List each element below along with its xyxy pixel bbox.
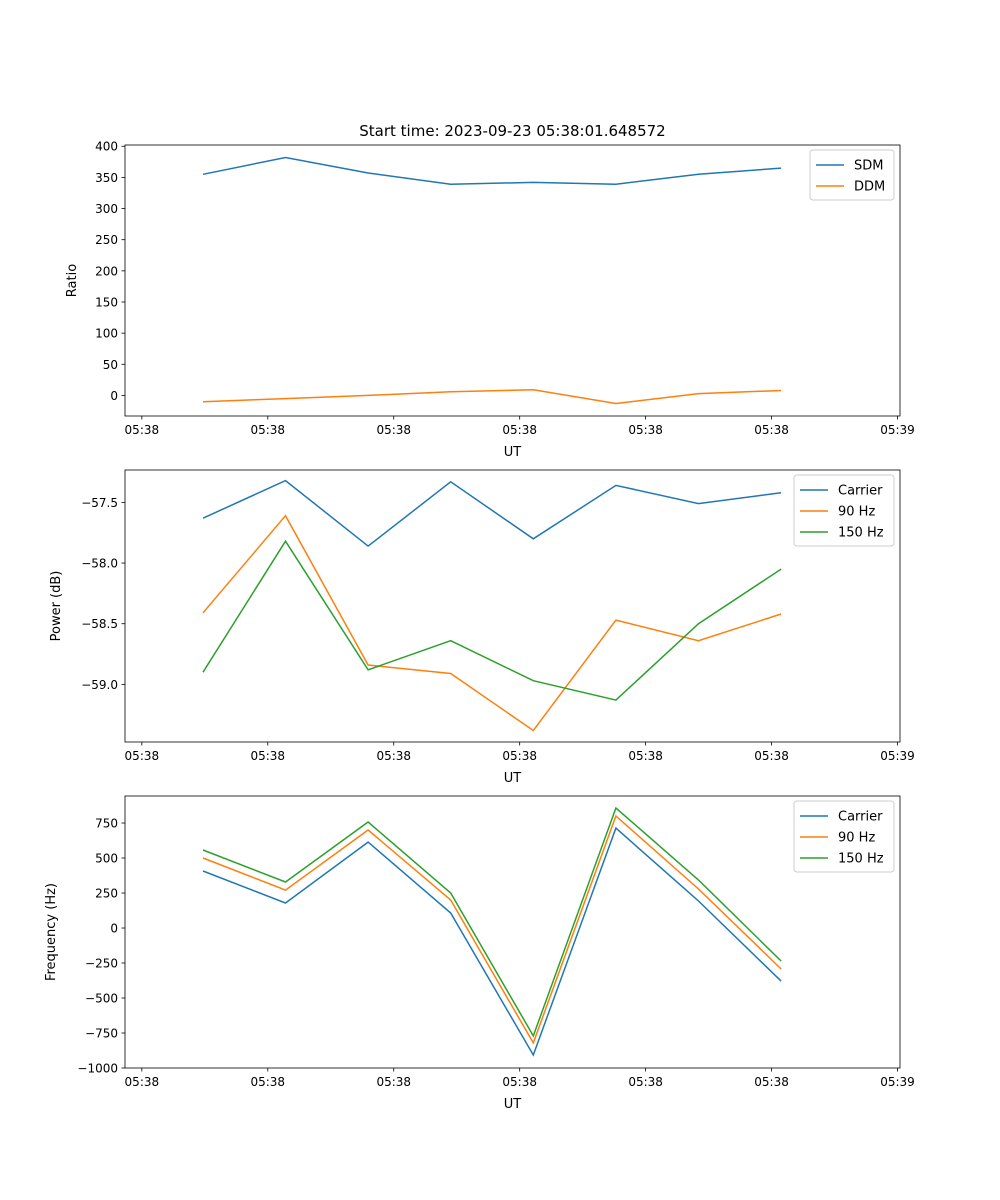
x-tick-label: 05:39 xyxy=(880,749,915,763)
x-tick-label: 05:38 xyxy=(250,1075,285,1089)
x-tick-label: 05:38 xyxy=(754,423,789,437)
x-tick-label: 05:38 xyxy=(250,423,285,437)
y-tick-label: 0 xyxy=(110,389,118,403)
legend-box xyxy=(793,800,895,873)
x-tick-label: 05:38 xyxy=(376,1075,411,1089)
legend-label: Carrier xyxy=(838,810,883,825)
x-tick-label: 05:38 xyxy=(628,423,663,437)
x-tick-label: 05:38 xyxy=(502,1075,537,1089)
y-axis-label: Frequency (Hz) xyxy=(44,883,59,981)
legend-label: SDM xyxy=(854,159,883,174)
y-tick-label: −58.5 xyxy=(81,617,118,631)
subplot-2: 05:38 05:38 05:38 05:38 05:38 05:38 05:39 UT −57… xyxy=(49,469,915,786)
axes-frame xyxy=(124,469,901,743)
y-tick-label: −1000 xyxy=(77,1062,118,1076)
y-tick-label: 300 xyxy=(95,202,118,216)
legend-label: 90 Hz xyxy=(838,505,875,520)
y-tick-label: −59.0 xyxy=(81,678,118,692)
y-tick-label: −500 xyxy=(85,992,118,1006)
x-tick-label: 05:38 xyxy=(125,1075,160,1089)
y-tick-label: 150 xyxy=(95,295,118,309)
x-tick-label: 05:38 xyxy=(628,1075,663,1089)
subplot-3: 05:38 05:38 05:38 05:38 05:38 05:38 05:39 UT 750… xyxy=(44,795,915,1112)
x-tick-label: 05:38 xyxy=(502,749,537,763)
x-axis-label: UT xyxy=(504,1097,522,1112)
x-tick-label: 05:38 xyxy=(628,749,663,763)
y-tick-label: −57.5 xyxy=(81,496,118,510)
x-tick-label: 05:38 xyxy=(754,749,789,763)
x-tick-label: 05:39 xyxy=(880,1075,915,1089)
y-tick-label: 250 xyxy=(95,887,118,901)
y-tick-label: 350 xyxy=(95,171,118,185)
chart-title: Start time: 2023-09-23 05:38:01.648572 xyxy=(359,122,665,140)
legend: SDM DDM xyxy=(809,149,895,201)
x-tick-label: 05:38 xyxy=(125,423,160,437)
x-tick-label: 05:38 xyxy=(376,749,411,763)
x-tick-label: 05:38 xyxy=(250,749,285,763)
axes-frame xyxy=(124,144,901,417)
y-tick-label: 400 xyxy=(95,140,118,154)
subplot-1: Start time: 2023-09-23 05:38:01.64857205… xyxy=(65,122,915,460)
x-axis-label: UT xyxy=(504,771,522,786)
legend-label: Carrier xyxy=(838,484,883,499)
series-line-ddm xyxy=(202,389,782,405)
y-tick-label: 250 xyxy=(95,233,118,247)
y-tick-label: −58.0 xyxy=(81,557,118,571)
series-line-carrier xyxy=(202,826,782,1057)
series-line-150-hz xyxy=(202,806,782,1038)
y-tick-label: 500 xyxy=(95,852,118,866)
series-line-sdm xyxy=(202,156,782,185)
x-tick-label: 05:38 xyxy=(754,1075,789,1089)
y-tick-label: 100 xyxy=(95,327,118,341)
x-tick-label: 05:39 xyxy=(880,423,915,437)
x-axis-label: UT xyxy=(504,445,522,460)
legend-box xyxy=(809,149,895,201)
y-tick-label: 200 xyxy=(95,264,118,278)
y-axis-label: Power (dB) xyxy=(49,571,64,642)
y-tick-label: −750 xyxy=(85,1027,118,1041)
x-tick-label: 05:38 xyxy=(502,423,537,437)
legend-label: 150 Hz xyxy=(838,526,884,541)
y-tick-label: −250 xyxy=(85,957,118,971)
legend: Carrier 90 Hz 150 Hz xyxy=(793,474,895,547)
legend-box xyxy=(793,474,895,547)
x-tick-label: 05:38 xyxy=(376,423,411,437)
legend-label: 90 Hz xyxy=(838,831,875,846)
legend-label: 150 Hz xyxy=(838,852,884,867)
series-line-carrier xyxy=(202,479,782,548)
x-tick-label: 05:38 xyxy=(125,749,160,763)
y-tick-label: 750 xyxy=(95,817,118,831)
series-line-150-hz xyxy=(202,539,782,701)
y-tick-label: 0 xyxy=(110,922,118,936)
y-axis-label: Ratio xyxy=(65,264,80,297)
legend: Carrier 90 Hz 150 Hz xyxy=(793,800,895,873)
y-tick-label: 50 xyxy=(103,358,118,372)
series-line-90-hz xyxy=(202,814,782,1045)
legend-label: DDM xyxy=(854,180,885,195)
axes-frame xyxy=(124,795,901,1069)
